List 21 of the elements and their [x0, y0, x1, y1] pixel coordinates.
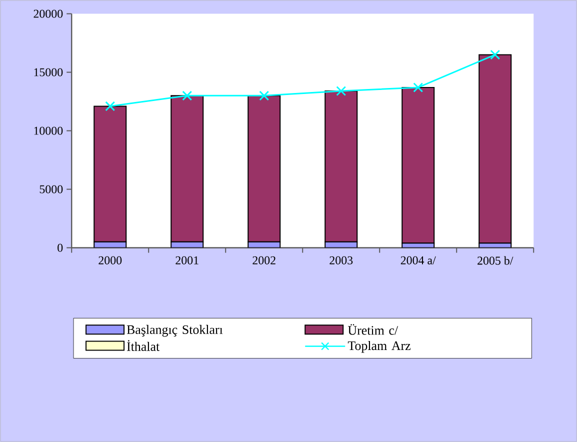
y-tick-label: 0 — [58, 244, 63, 252]
point — [105, 101, 116, 112]
point — [490, 50, 500, 60]
y-tick-label: 10000 — [34, 126, 63, 135]
y-tick-label: 15000 — [34, 68, 63, 76]
x-tick-label: 2000 — [98, 256, 122, 264]
y-tick-label: 20000 — [34, 10, 63, 18]
y-tick-label: 5000 — [40, 185, 63, 194]
point — [336, 86, 346, 96]
point — [413, 82, 424, 92]
x-tick-label: 2001 — [176, 256, 198, 264]
legend-label: Toplam Arz — [348, 340, 410, 353]
legend-label: Üretim c/ — [348, 324, 398, 335]
x-tick-label: 2004 a/ — [400, 256, 436, 264]
point — [259, 90, 270, 101]
legend-label: Başlangıç Stokları — [126, 324, 223, 337]
x-tick-label: 2005 b/ — [478, 256, 514, 265]
x-tick-label: 2002 — [252, 256, 276, 264]
legend-label: İthalat — [126, 340, 160, 351]
x-tick-label: 2003 — [330, 256, 353, 264]
point — [182, 90, 192, 101]
